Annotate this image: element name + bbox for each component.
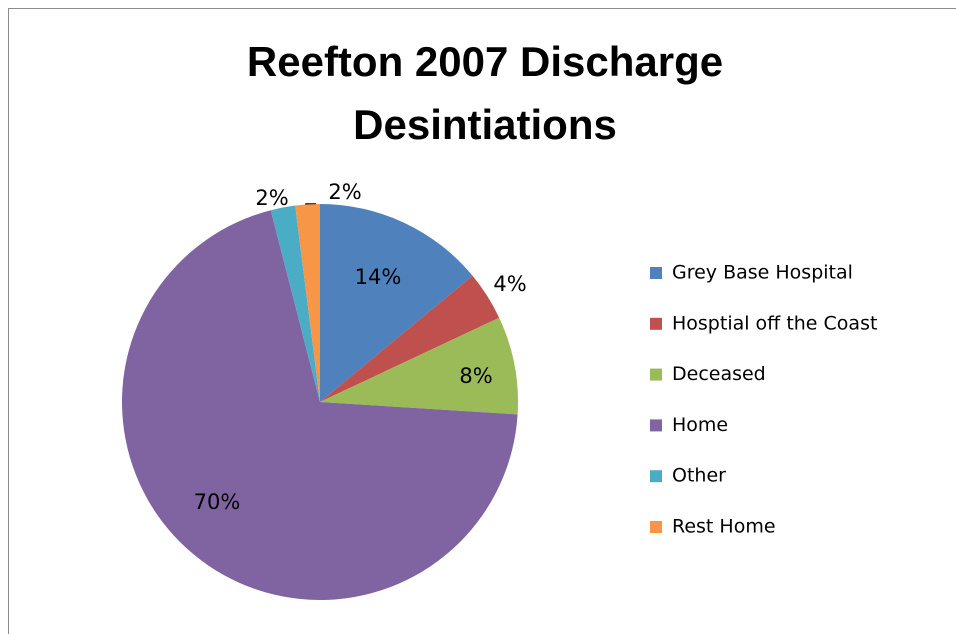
chart-title: Reefton 2007 Discharge Desintiations: [247, 38, 723, 148]
pie-slice: [295, 204, 320, 402]
legend-swatch: [650, 317, 662, 330]
legend-label: Home: [672, 414, 728, 436]
pie-slice: [270, 205, 320, 402]
legend-label: Deceased: [672, 363, 766, 385]
legend-label: Hosptial off the Coast: [672, 312, 877, 334]
pie-slice: [320, 317, 518, 415]
data-label: 8%: [459, 364, 492, 388]
pie-slice: [320, 204, 473, 402]
legend-swatch: [650, 419, 662, 432]
pie-slice: [122, 210, 518, 601]
legend-swatch: [650, 368, 662, 381]
legend-swatch: [650, 470, 662, 483]
data-label: 14%: [355, 265, 402, 289]
data-label: 70%: [194, 490, 241, 514]
legend-label: Grey Base Hospital: [672, 262, 853, 284]
legend-label: Rest Home: [672, 516, 776, 538]
legend-label: Other: [672, 465, 726, 487]
data-label: 4%: [493, 272, 526, 296]
legend-swatch: [650, 521, 662, 533]
data-label: 2%: [328, 180, 361, 204]
pie-slice: [320, 275, 500, 402]
legend-swatch: [650, 267, 662, 279]
data-label: 2%: [255, 186, 288, 210]
